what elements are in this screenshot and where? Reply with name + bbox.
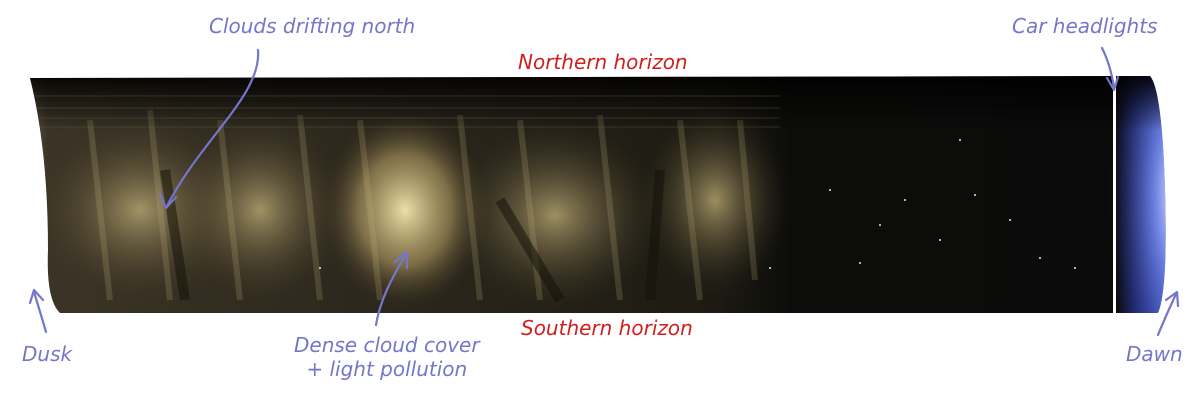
- arrow-dusk: [28, 288, 48, 334]
- car-headlights-label: Car headlights: [1012, 14, 1158, 38]
- arrow-headlights: [1100, 46, 1120, 92]
- dusk-label: Dusk: [22, 342, 73, 366]
- southern-horizon-label: Southern horizon: [521, 316, 693, 340]
- dense-cloud-label: Dense cloud cover + light pollution: [294, 333, 480, 381]
- clouds-drifting-label: Clouds drifting north: [209, 14, 416, 38]
- arrow-dense: [374, 250, 409, 327]
- stars: [319, 139, 1076, 269]
- arrow-dawn: [1156, 290, 1180, 337]
- northern-horizon-label: Northern horizon: [518, 50, 688, 74]
- arrow-clouds: [158, 48, 260, 210]
- headlight-streak: [1113, 76, 1116, 313]
- dense-cloud-line2: + light pollution: [306, 357, 468, 381]
- dense-cloud-line1: Dense cloud cover: [294, 333, 480, 357]
- dawn-label: Dawn: [1126, 342, 1183, 366]
- sky-strip-image: [30, 76, 1166, 313]
